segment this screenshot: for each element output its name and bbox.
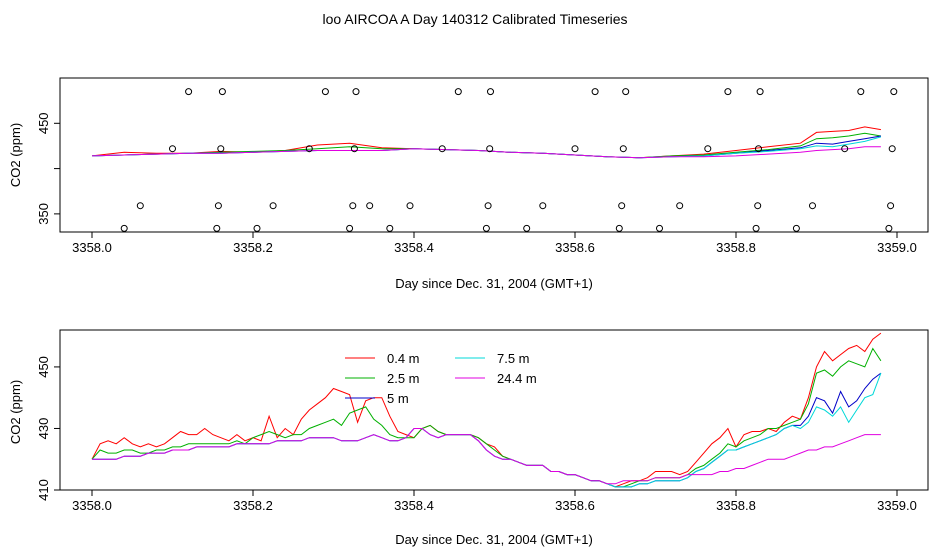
top-data-point bbox=[792, 224, 800, 232]
top-data-point bbox=[136, 202, 144, 210]
top-data-point bbox=[213, 224, 221, 232]
top-data-point bbox=[438, 145, 446, 153]
top-data-point bbox=[809, 202, 816, 210]
top-series-group bbox=[91, 126, 882, 159]
legend-label-0-4-m: 0.4 m bbox=[387, 351, 420, 366]
top-data-point bbox=[704, 145, 712, 153]
bottom-series-line-5-m bbox=[92, 372, 882, 488]
top-data-point bbox=[885, 224, 893, 232]
top-points-group bbox=[120, 88, 898, 232]
bottom-x-tick-label: 3358.4 bbox=[394, 498, 434, 513]
bottom-plot-frame bbox=[59, 329, 929, 491]
bottom-series-line-2-5-m bbox=[91, 347, 882, 488]
top-data-point bbox=[321, 88, 329, 96]
bottom-x-tick-label: 3359.0 bbox=[877, 498, 917, 513]
legend-label-5-m: 5 m bbox=[387, 391, 409, 406]
top-data-point bbox=[724, 88, 732, 96]
top-x-tick-label: 3359.0 bbox=[877, 240, 917, 255]
bottom-y-axis-label: CO2 (ppm) bbox=[8, 380, 23, 444]
top-data-point bbox=[890, 88, 898, 96]
top-data-point bbox=[523, 224, 531, 232]
bottom-x-axis-label: Day since Dec. 31, 2004 (GMT+1) bbox=[395, 532, 593, 547]
top-y-tick-label: 450 bbox=[36, 112, 51, 134]
top-data-point bbox=[253, 224, 261, 232]
bottom-panel: 3358.0 3358.2 3358.4 3358.6 3358.8 3359.0 410… bbox=[8, 329, 929, 547]
top-data-point bbox=[571, 145, 579, 153]
top-data-point bbox=[754, 202, 762, 210]
top-y-axis-label: CO2 (ppm) bbox=[8, 123, 23, 187]
top-data-point bbox=[169, 145, 176, 153]
bottom-y-axis: 410 430 450 bbox=[36, 330, 61, 501]
top-data-point bbox=[487, 88, 494, 96]
top-data-point bbox=[366, 202, 374, 210]
top-data-point bbox=[857, 88, 865, 96]
figure-title: loo AIRCOA A Day 140312 Calibrated Times… bbox=[322, 11, 627, 27]
top-data-point bbox=[454, 88, 462, 96]
top-x-axis-label: Day since Dec. 31, 2004 (GMT+1) bbox=[395, 276, 593, 291]
top-y-tick-label: 350 bbox=[36, 203, 51, 225]
top-data-point bbox=[185, 88, 193, 96]
top-data-point bbox=[386, 224, 394, 232]
bottom-y-tick-label: 450 bbox=[36, 356, 51, 378]
legend-label-24-4-m: 24.4 m bbox=[497, 371, 537, 386]
top-data-point bbox=[349, 202, 357, 210]
top-data-point bbox=[269, 202, 277, 210]
top-data-point bbox=[888, 145, 896, 153]
top-x-tick-label: 3358.8 bbox=[716, 240, 756, 255]
top-plot-frame bbox=[59, 77, 929, 233]
top-data-point bbox=[218, 88, 226, 96]
top-data-point bbox=[622, 88, 630, 96]
top-x-tick-label: 3358.2 bbox=[233, 240, 273, 255]
bottom-series-line-7-5-m bbox=[92, 372, 882, 488]
bottom-legend: 0.4 m 2.5 m 5 m 7.5 m 24.4 m bbox=[345, 351, 537, 406]
top-data-point bbox=[346, 224, 354, 232]
bottom-series-line-0-4-m bbox=[91, 332, 882, 488]
top-x-tick-label: 3358.6 bbox=[555, 240, 595, 255]
top-data-point bbox=[539, 202, 547, 210]
top-data-point bbox=[482, 224, 490, 232]
top-data-point bbox=[756, 88, 764, 96]
top-data-point bbox=[350, 145, 358, 153]
bottom-series-line-24-4-m bbox=[92, 428, 881, 485]
bottom-y-tick-label: 430 bbox=[36, 418, 51, 440]
top-data-point bbox=[484, 202, 492, 210]
legend-label-7-5-m: 7.5 m bbox=[497, 351, 530, 366]
top-data-point bbox=[352, 88, 360, 96]
legend-label-2-5-m: 2.5 m bbox=[387, 371, 420, 386]
top-data-point bbox=[656, 224, 663, 232]
top-data-point bbox=[619, 145, 627, 153]
top-data-point bbox=[615, 224, 623, 232]
top-series-line-4 bbox=[91, 146, 881, 159]
top-data-point bbox=[591, 88, 599, 96]
bottom-x-axis: 3358.0 3358.2 3358.4 3358.6 3358.8 3359.0 bbox=[72, 489, 917, 513]
top-data-point bbox=[841, 145, 849, 153]
bottom-series-group bbox=[91, 332, 882, 488]
top-x-tick-label: 3358.4 bbox=[394, 240, 434, 255]
bottom-x-tick-label: 3358.8 bbox=[716, 498, 756, 513]
top-data-point bbox=[214, 202, 222, 210]
top-data-point bbox=[120, 224, 128, 232]
top-x-tick-label: 3358.0 bbox=[72, 240, 112, 255]
bottom-x-tick-label: 3358.2 bbox=[233, 498, 273, 513]
top-data-point bbox=[406, 202, 414, 210]
top-data-point bbox=[676, 202, 684, 210]
top-data-point bbox=[217, 145, 225, 153]
top-x-axis: 3358.0 3358.2 3358.4 3358.6 3358.8 3359.0 bbox=[72, 231, 917, 255]
top-data-point bbox=[887, 202, 895, 210]
top-y-axis: 350 450 bbox=[36, 78, 61, 232]
top-data-point bbox=[486, 145, 494, 153]
bottom-x-tick-label: 3358.0 bbox=[72, 498, 112, 513]
top-data-point bbox=[752, 224, 760, 232]
bottom-y-tick-label: 410 bbox=[36, 479, 51, 501]
top-panel: 3358.0 3358.2 3358.4 3358.6 3358.8 3359.0 350… bbox=[8, 77, 929, 291]
top-data-point bbox=[618, 202, 626, 210]
top-data-point bbox=[305, 145, 313, 153]
top-data-point bbox=[755, 145, 762, 153]
bottom-x-tick-label: 3358.6 bbox=[555, 498, 595, 513]
